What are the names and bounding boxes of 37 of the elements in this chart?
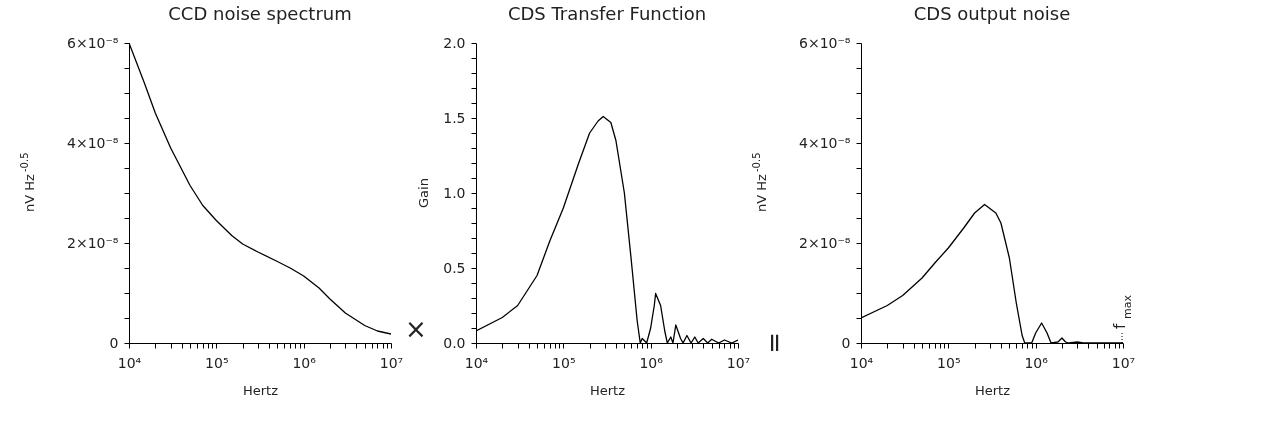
y-axis-title: nV Hz-0.5 <box>19 152 37 212</box>
y-tick-label: 2×10⁻⁸ <box>799 234 851 251</box>
x-tick-label: 10⁴ <box>849 354 874 371</box>
y-tick-label: 1.0 <box>443 184 466 201</box>
x-tick-label: 10⁴ <box>117 354 142 371</box>
text: × <box>405 314 427 344</box>
y-axis-title: nV Hz-0.5 <box>751 152 769 212</box>
y-tick-label: 6×10⁻⁸ <box>67 34 119 51</box>
x-tick-label: 10⁴ <box>464 354 489 371</box>
x-tick-label: 10⁶ <box>292 354 317 371</box>
x-axis-title: Hertz <box>242 382 279 398</box>
chart-title: CDS Transfer Function <box>507 3 707 24</box>
chart-title: CCD noise spectrum <box>168 3 352 24</box>
x-tick-label: 10⁶ <box>639 354 664 371</box>
y-tick-label: 6×10⁻⁸ <box>799 34 851 51</box>
y-tick-label: 2×10⁻⁸ <box>67 234 119 251</box>
y-tick-label: 4×10⁻⁸ <box>67 134 119 151</box>
x-axis-title: Hertz <box>589 382 626 398</box>
x-tick-label: 10⁷ <box>379 354 404 371</box>
y-tick-label: 4×10⁻⁸ <box>799 134 851 151</box>
x-tick-label: 10⁷ <box>1111 354 1136 371</box>
y-tick-label: 0.0 <box>443 334 466 351</box>
x-tick-label: 10⁵ <box>937 354 961 371</box>
y-tick-label: 0 <box>841 334 851 351</box>
annotation: fmax <box>1111 294 1134 329</box>
chart-title: CDS output noise <box>913 3 1071 24</box>
y-tick-label: 0 <box>109 334 119 351</box>
x-tick-label: 10⁵ <box>205 354 229 371</box>
y-tick-label: 2.0 <box>443 34 466 51</box>
x-tick-label: 10⁵ <box>552 354 576 371</box>
y-tick-label: 0.5 <box>443 259 466 276</box>
y-tick-label: 1.5 <box>443 109 466 126</box>
x-tick-label: 10⁶ <box>1024 354 1049 371</box>
x-tick-label: 10⁷ <box>726 354 751 371</box>
x-axis-title: Hertz <box>974 382 1011 398</box>
text: = <box>760 332 790 354</box>
y-axis-title: Gain <box>416 178 431 208</box>
